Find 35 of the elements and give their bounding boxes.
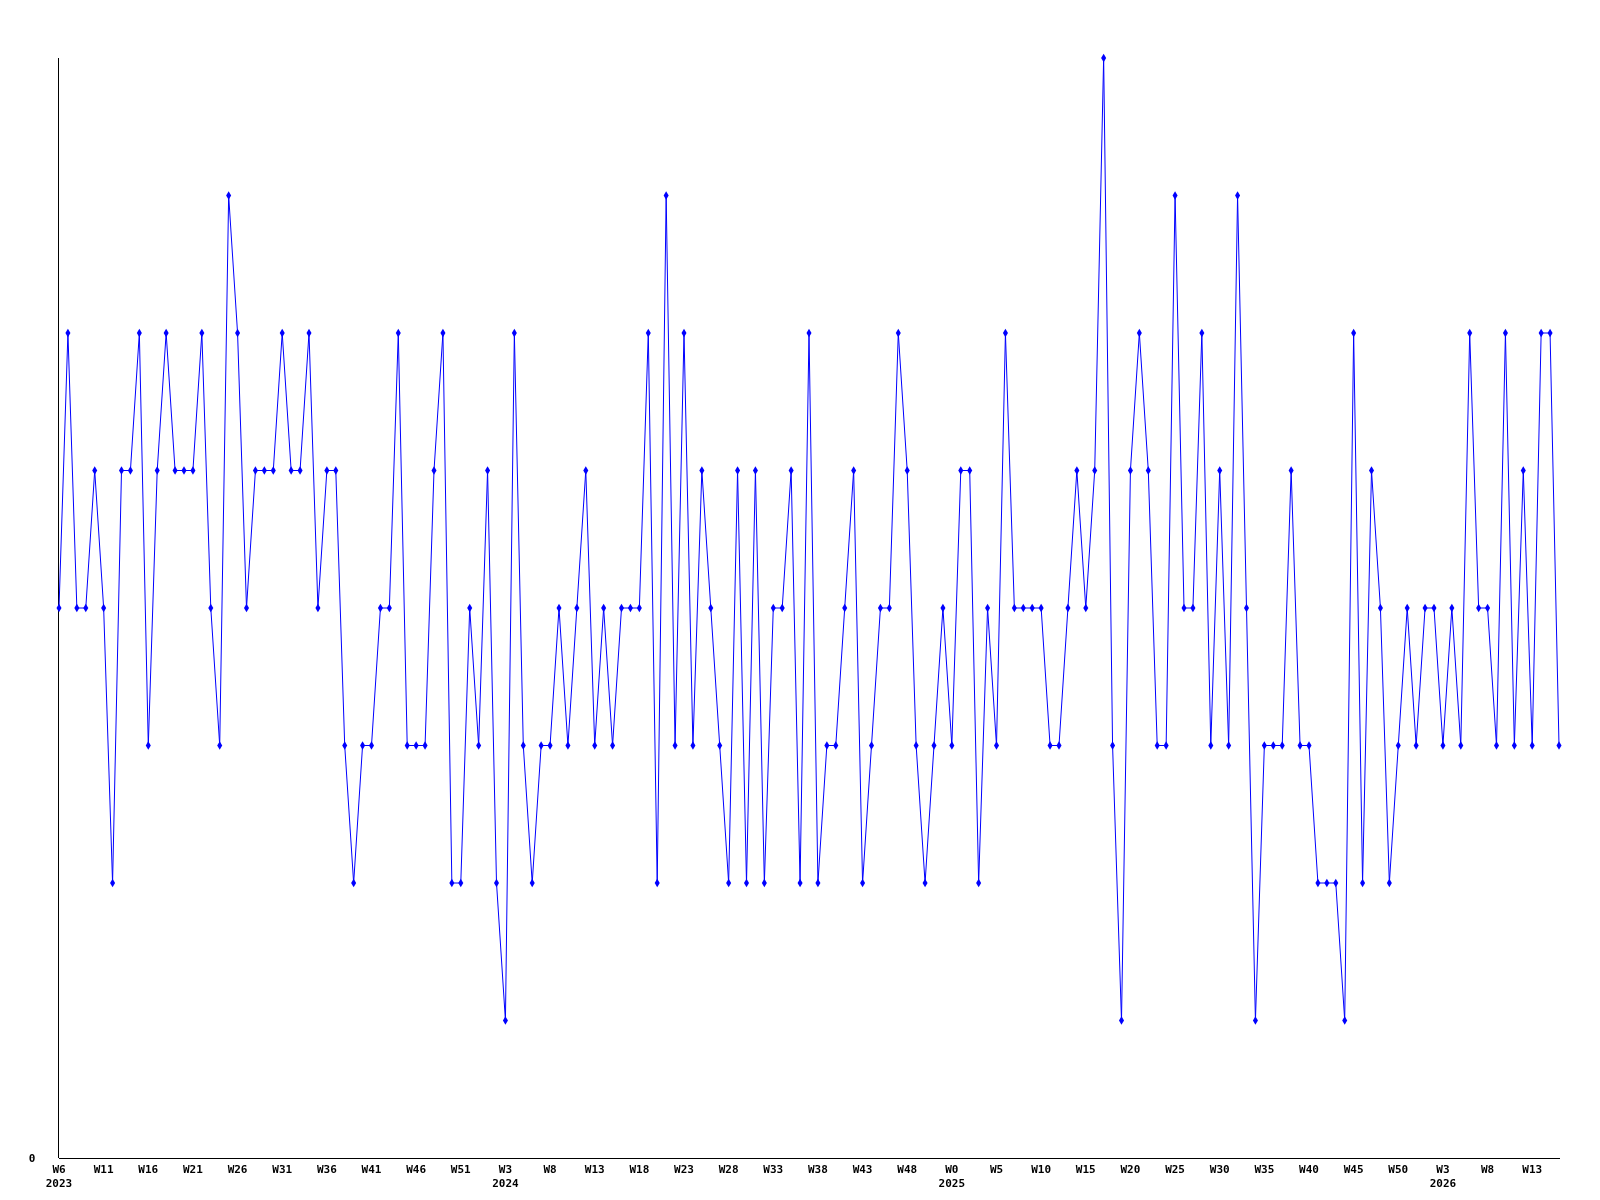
x-tick-label: W0 2025 bbox=[938, 1163, 966, 1190]
x-tick-label: W26 bbox=[227, 1163, 248, 1176]
x-tick-label: W36 bbox=[316, 1163, 338, 1176]
x-tick-label: W16 bbox=[138, 1163, 159, 1176]
x-tick-label: W5 bbox=[989, 1163, 1004, 1176]
x-tick-label: W11 bbox=[93, 1163, 114, 1176]
x-tick-label: W15 bbox=[1075, 1163, 1096, 1176]
x-tick-label: W41 bbox=[361, 1163, 382, 1176]
x-tick-label: W50 bbox=[1388, 1163, 1409, 1176]
x-tick-label: W3 2026 bbox=[1429, 1163, 1457, 1190]
x-tick-label: W28 bbox=[718, 1163, 739, 1176]
x-tick-label: W25 bbox=[1165, 1163, 1186, 1176]
x-tick-label: W6 2023 bbox=[45, 1163, 73, 1190]
x-tick-label: W40 bbox=[1299, 1163, 1319, 1176]
x-tick-label: W20 bbox=[1120, 1163, 1141, 1176]
x-tick-label: W46 bbox=[406, 1163, 427, 1176]
x-tick-label: W51 bbox=[450, 1163, 472, 1176]
x-tick-label: W23 bbox=[674, 1163, 694, 1176]
x-tick-label: W38 bbox=[807, 1163, 828, 1176]
x-tick-label: W18 bbox=[629, 1163, 650, 1176]
text: 0 bbox=[28, 1152, 36, 1165]
x-tick-label: W45 bbox=[1343, 1163, 1364, 1176]
x-tick-label: W3 2024 bbox=[492, 1163, 520, 1190]
x-tick-label: W33 bbox=[763, 1163, 784, 1176]
x-tick-label: W31 bbox=[272, 1163, 293, 1176]
x-tick-label: W43 bbox=[852, 1163, 873, 1176]
x-tick-label: W35 bbox=[1254, 1163, 1275, 1176]
x-tick-label: W13 bbox=[1522, 1163, 1543, 1176]
x-tick-label: W8 bbox=[543, 1163, 557, 1176]
x-tick-label: W30 bbox=[1209, 1163, 1230, 1176]
x-tick-label: W13 bbox=[584, 1163, 605, 1176]
x-tick-label: W21 bbox=[182, 1163, 204, 1176]
x-tick-label: W10 bbox=[1031, 1163, 1052, 1176]
x-tick-label: W8 bbox=[1480, 1163, 1495, 1176]
x-tick-label: W48 bbox=[897, 1163, 918, 1176]
